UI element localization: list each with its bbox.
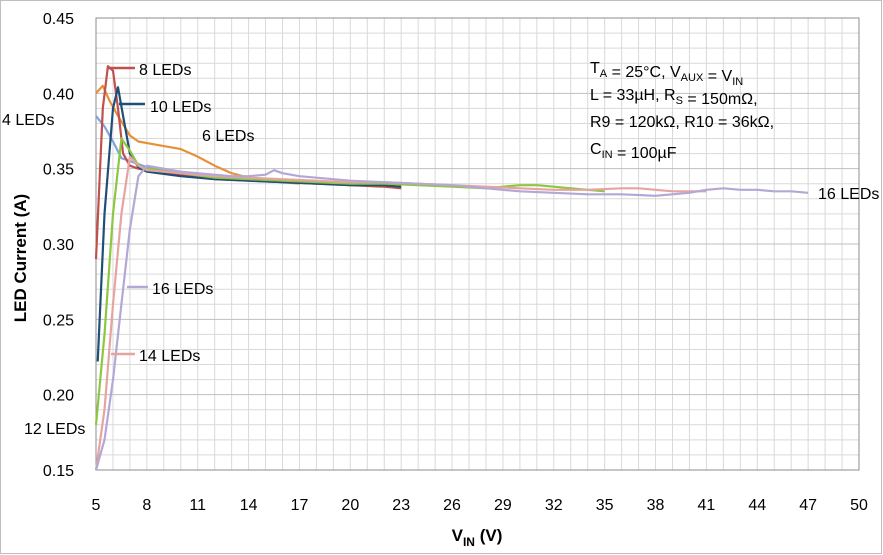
condition-text: L = 33µH, R: [590, 87, 676, 104]
condition-text: = V: [703, 68, 732, 85]
x-tick-label: 26: [443, 497, 461, 514]
condition-text: T: [590, 60, 600, 77]
condition-line: L = 33µH, RS = 150mΩ,: [590, 87, 758, 108]
series-label: 10 LEDs: [150, 99, 211, 116]
x-tick-label: 17: [291, 497, 309, 514]
x-tick-label: 44: [748, 497, 766, 514]
condition-text: A: [600, 68, 608, 80]
x-tick-label: 32: [545, 497, 563, 514]
series-annotations: 8 LEDs 10 LEDs 4 LEDs 6 LEDs 16 LEDs 14 LEDs 1…: [2, 62, 879, 438]
x-tick-label: 8: [142, 497, 151, 514]
y-tick-label: 0.30: [43, 237, 74, 254]
series-label: 14 LEDs: [139, 348, 200, 365]
series-label: 12 LEDs: [24, 421, 85, 438]
condition-text: IN: [602, 149, 613, 161]
x-tick-label: 47: [799, 497, 817, 514]
series-label: 16 LEDs: [152, 281, 213, 298]
series-label: 8 LEDs: [139, 62, 191, 79]
x-tick-label: 38: [647, 497, 665, 514]
y-axis-title: LED Current (A): [11, 194, 30, 322]
x-tick-label: 11: [189, 497, 206, 514]
condition-text: C: [590, 141, 602, 158]
x-tick-label: 41: [698, 497, 716, 514]
y-tick-labels: 0.15 0.20 0.25 0.30 0.35 0.40 0.45: [43, 11, 74, 480]
grid-lines: [95, 17, 860, 471]
y-tick-label: 0.15: [43, 463, 74, 480]
x-tick-labels: 5 8 11 14 17 20 23 26 29 32 35 38 41 44 47 50: [92, 497, 868, 514]
x-tick-label: 29: [494, 497, 512, 514]
series-line-16-leds: [94, 164, 809, 471]
y-tick-label: 0.45: [43, 11, 74, 28]
x-tick-label: 14: [240, 497, 258, 514]
y-tick-label: 0.20: [43, 388, 74, 405]
condition-text: = 100µF: [613, 145, 677, 162]
condition-text: AUX: [681, 72, 704, 84]
condition-line: R9 = 120kΩ, R10 = 36kΩ,: [590, 114, 774, 131]
x-tick-label: 23: [392, 497, 410, 514]
x-axis-title-main: V: [452, 526, 464, 545]
condition-text: S: [676, 95, 683, 107]
series-line-12-leds: [94, 137, 605, 425]
x-axis-title-sub: IN: [463, 535, 475, 549]
series-label: 4 LEDs: [2, 112, 54, 129]
condition-text: = 150mΩ,: [683, 91, 758, 108]
x-tick-label: 35: [596, 497, 614, 514]
condition-text: R9 = 120kΩ, R10 = 36kΩ,: [590, 114, 774, 131]
condition-line: CIN = 100µF: [590, 141, 677, 162]
series-label: 16 LEDs: [818, 186, 879, 203]
x-axis-title: VIN (V): [452, 526, 503, 549]
x-tick-label: 5: [92, 497, 101, 514]
x-tick-label: 50: [850, 497, 868, 514]
condition-text: = 25°C, V: [607, 64, 681, 81]
series-label: 6 LEDs: [202, 128, 254, 145]
x-axis-title-unit: (V): [475, 526, 502, 545]
y-tick-label: 0.40: [43, 86, 74, 103]
y-tick-label: 0.35: [43, 162, 74, 179]
condition-text: IN: [732, 76, 743, 88]
x-tick-label: 20: [341, 497, 359, 514]
y-tick-label: 0.25: [43, 312, 74, 329]
series-line-10-leds: [96, 86, 402, 362]
condition-line: TA = 25°C, VAUX = VIN: [590, 60, 743, 88]
